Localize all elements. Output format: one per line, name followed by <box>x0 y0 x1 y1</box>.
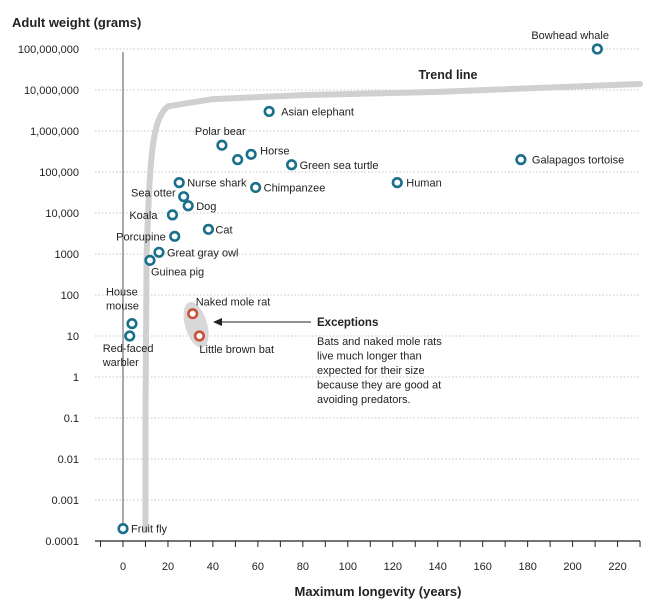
y-tick-label: 100,000 <box>39 167 79 179</box>
y-tick-label: 0.001 <box>51 495 79 507</box>
point-label-fruit-fly: Fruit fly <box>131 524 168 536</box>
point-little-brown-bat <box>193 330 206 342</box>
x-tick-label: 220 <box>608 561 626 573</box>
point-red-faced-warbler <box>124 330 136 342</box>
point-label-nurse-shark: Nurse shark <box>187 178 247 190</box>
point-label-chimpanzee: Chimpanzee <box>264 182 326 194</box>
point-label-red-faced-warbler: Red-faced warbler <box>102 343 154 369</box>
point-label-dog: Dog <box>196 201 216 213</box>
point-label-naked-mole-rat: Naked mole rat <box>196 297 271 309</box>
y-tick-label: 1,000,000 <box>30 126 79 138</box>
y-tick-label: 0.01 <box>58 454 79 466</box>
point-label-asian-elephant: Asian elephant <box>281 106 354 118</box>
point-layer: Bowhead whale Asian elephant Polar bear Hor… <box>102 30 624 536</box>
trend-layer: Trend line <box>142 68 644 532</box>
x-tick-label: 80 <box>297 561 309 573</box>
point-sea-otter <box>178 191 190 203</box>
x-axis-title: Maximum longevity (years) <box>295 584 462 599</box>
point-porcupine <box>169 230 181 242</box>
point-koala <box>166 209 179 221</box>
y-tick-label: 100 <box>61 290 79 302</box>
trend-line-label: Trend line <box>418 68 477 82</box>
x-tick-label: 20 <box>162 561 174 573</box>
axis-layer: 100,000,000 10,000,000 1,000,000 100,000 10,… <box>18 44 641 573</box>
point-nurse-shark <box>173 177 185 189</box>
x-tick-label: 100 <box>339 561 357 573</box>
point-label-polar-bear: Polar bear <box>195 126 246 138</box>
annotation-line: avoiding predators. <box>317 394 411 406</box>
point-label-porcupine: Porcupine <box>116 231 166 243</box>
point-label-green-sea-turtle: Green sea turtle <box>300 160 379 172</box>
annotation-title: Exceptions <box>317 317 378 329</box>
point-naked-mole-rat <box>187 308 199 320</box>
x-tick-label: 160 <box>474 561 492 573</box>
annotation-line: Bats and naked mole rats <box>317 336 442 348</box>
annotation-line: live much longer than <box>317 351 422 363</box>
point-chimpanzee <box>250 181 262 194</box>
x-tick-label: 180 <box>518 561 536 573</box>
point-label-bowhead-whale: Bowhead whale <box>531 30 609 42</box>
point-bowhead-whale <box>591 43 603 55</box>
point-human <box>391 177 403 189</box>
annotation-line: expected for their size <box>317 365 425 377</box>
point-asian-elephant <box>263 105 275 118</box>
point-label-house-mouse: House mouse <box>106 287 139 313</box>
point-label-galapagos-tortoise: Galapagos tortoise <box>532 155 624 167</box>
y-tick-label: 10,000,000 <box>24 85 79 97</box>
point-label-little-brown-bat: Little brown bat <box>199 344 274 356</box>
point-label-guinea-pig: Guinea pig <box>151 266 204 278</box>
point-fruit-fly <box>117 523 129 535</box>
point-horse-2 <box>232 154 244 166</box>
point-label-horse: Horse <box>260 145 289 157</box>
x-tick-label: 40 <box>207 561 219 573</box>
point-label-koala: Koala <box>129 210 158 222</box>
x-tick-label: 120 <box>384 561 402 573</box>
x-tick-label: 60 <box>252 561 264 573</box>
exceptions-arrowhead <box>213 318 222 326</box>
y-tick-label: 100,000,000 <box>18 44 79 56</box>
point-cat <box>202 223 215 235</box>
point-dog <box>182 200 194 212</box>
y-tick-label: 1 <box>73 372 79 384</box>
point-label-great-gray-owl: Great gray owl <box>167 247 239 259</box>
point-green-sea-turtle <box>286 159 298 171</box>
point-polar-bear <box>216 139 228 151</box>
y-tick-label: 0.0001 <box>45 536 79 548</box>
y-tick-label: 1000 <box>55 249 79 261</box>
x-tick-label: 0 <box>120 561 126 573</box>
annotation-line: because they are good at <box>317 380 441 392</box>
x-tick-label: 140 <box>429 561 447 573</box>
point-label-sea-otter: Sea otter <box>131 188 176 200</box>
point-label-cat: Cat <box>215 224 232 236</box>
y-axis-title: Adult weight (grams) <box>12 15 141 30</box>
trend-line <box>142 81 644 532</box>
point-label-human: Human <box>406 178 441 190</box>
y-tick-label: 0.1 <box>64 413 79 425</box>
point-horse <box>245 148 257 160</box>
x-tick-label: 200 <box>563 561 581 573</box>
y-tick-label: 10 <box>67 331 79 343</box>
point-galapagos-tortoise <box>515 154 527 166</box>
point-guinea-pig <box>144 254 156 266</box>
point-house-mouse <box>126 318 138 330</box>
y-tick-label: 10,000 <box>45 208 79 220</box>
point-great-gray-owl <box>153 246 165 258</box>
